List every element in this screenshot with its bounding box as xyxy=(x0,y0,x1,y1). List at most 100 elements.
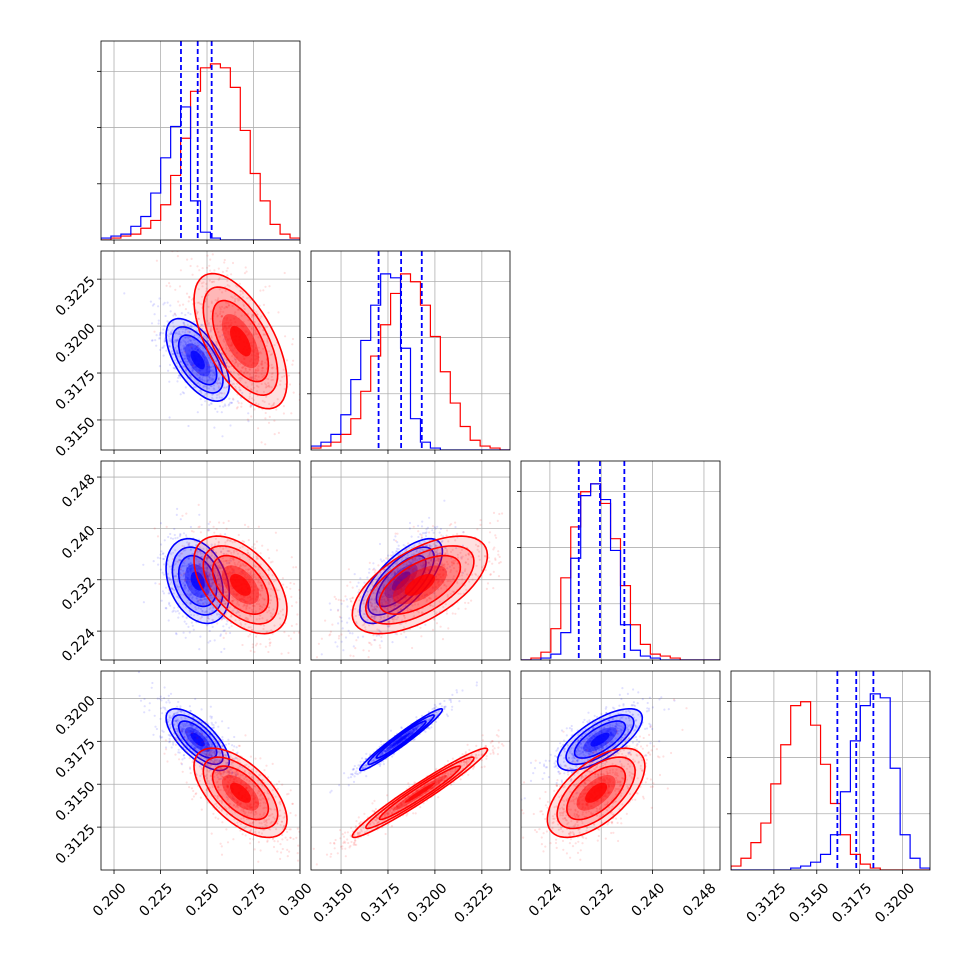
scatter-point xyxy=(387,596,390,599)
scatter-point xyxy=(195,311,199,315)
scatter-point xyxy=(242,295,245,299)
scatter-point xyxy=(175,632,178,635)
scatter-point xyxy=(223,340,226,344)
scatter-point xyxy=(410,598,413,601)
scatter-point xyxy=(224,533,227,536)
scatter-point xyxy=(241,643,244,647)
scatter-point xyxy=(203,353,206,356)
scatter-point xyxy=(424,532,427,535)
scatter-point xyxy=(412,575,415,578)
scatter-point xyxy=(412,559,415,562)
scatter-point xyxy=(278,598,281,601)
scatter-point xyxy=(426,544,429,547)
scatter-point xyxy=(431,553,434,556)
scatter-point xyxy=(194,697,197,701)
scatter-point xyxy=(428,531,431,534)
scatter-point xyxy=(182,532,186,535)
scatter-point xyxy=(201,352,204,355)
scatter-point xyxy=(383,606,387,609)
scatter-point xyxy=(370,597,373,600)
scatter-point xyxy=(184,549,187,552)
scatter-point xyxy=(450,557,453,560)
scatter-point xyxy=(185,581,188,584)
scatter-point xyxy=(164,314,167,318)
scatter-point xyxy=(272,403,275,406)
scatter-point xyxy=(168,333,171,336)
scatter-point xyxy=(266,611,269,614)
scatter-point xyxy=(256,595,259,598)
scatter-point xyxy=(194,606,197,609)
scatter-point xyxy=(161,552,164,555)
scatter-point xyxy=(226,596,229,600)
scatter-point xyxy=(283,375,286,378)
scatter-point xyxy=(433,592,436,595)
scatter-point xyxy=(254,331,257,334)
scatter-point xyxy=(388,597,391,600)
scatter-point xyxy=(231,567,234,570)
scatter-point xyxy=(244,367,247,370)
scatter-point xyxy=(209,361,212,364)
scatter-point xyxy=(434,575,437,578)
scatter-point xyxy=(217,347,221,351)
scatter-point xyxy=(213,280,216,283)
scatter-point xyxy=(261,362,264,366)
scatter-point xyxy=(222,574,225,577)
scatter-point xyxy=(205,375,208,378)
scatter-point xyxy=(369,665,371,667)
scatter-point xyxy=(391,572,394,575)
scatter-point xyxy=(209,564,213,567)
scatter-point xyxy=(179,360,182,363)
scatter-point xyxy=(176,338,179,342)
scatter-point xyxy=(250,354,253,357)
scatter-point xyxy=(397,602,400,605)
scatter-point xyxy=(380,598,383,601)
scatter-point xyxy=(261,609,264,612)
scatter-point xyxy=(415,568,418,572)
scatter-point xyxy=(317,672,319,674)
scatter-point xyxy=(253,339,256,342)
scatter-point xyxy=(187,544,191,547)
scatter-point xyxy=(208,629,211,633)
scatter-point xyxy=(251,601,254,604)
scatter-point xyxy=(190,342,193,345)
scatter-point xyxy=(202,602,205,605)
scatter-point xyxy=(178,332,181,336)
scatter-point xyxy=(233,357,236,361)
scatter-point xyxy=(400,588,403,591)
scatter-point xyxy=(373,638,376,642)
scatter-point xyxy=(222,328,225,331)
scatter-point xyxy=(242,569,245,572)
scatter-point xyxy=(210,385,213,388)
scatter-point xyxy=(418,597,421,601)
scatter-point xyxy=(232,592,235,596)
scatter-point xyxy=(208,602,211,605)
scatter-point xyxy=(188,580,191,583)
scatter-point xyxy=(257,581,260,584)
scatter-point xyxy=(172,592,175,595)
scatter-point xyxy=(208,529,211,532)
scatter-point xyxy=(221,720,224,723)
scatter-point xyxy=(210,717,213,720)
scatter-point xyxy=(297,631,300,634)
scatter-point xyxy=(217,566,221,569)
scatter-point xyxy=(177,700,180,704)
scatter-point xyxy=(249,376,252,379)
scatter-point xyxy=(211,365,215,368)
scatter-point xyxy=(161,571,164,574)
scatter-point xyxy=(212,387,215,390)
scatter-point xyxy=(188,565,191,568)
scatter-point xyxy=(207,378,211,382)
scatter-point xyxy=(249,579,252,582)
scatter-point xyxy=(213,639,216,642)
scatter-point xyxy=(216,601,219,604)
scatter-point xyxy=(422,570,425,573)
scatter-point xyxy=(175,584,179,587)
scatter-point xyxy=(212,370,215,374)
scatter-point xyxy=(209,606,212,609)
scatter-point xyxy=(184,360,187,363)
scatter-point xyxy=(263,374,266,377)
scatter-point xyxy=(186,354,189,357)
scatter-point xyxy=(233,540,236,543)
scatter-point xyxy=(228,591,231,594)
scatter-point xyxy=(187,563,190,566)
